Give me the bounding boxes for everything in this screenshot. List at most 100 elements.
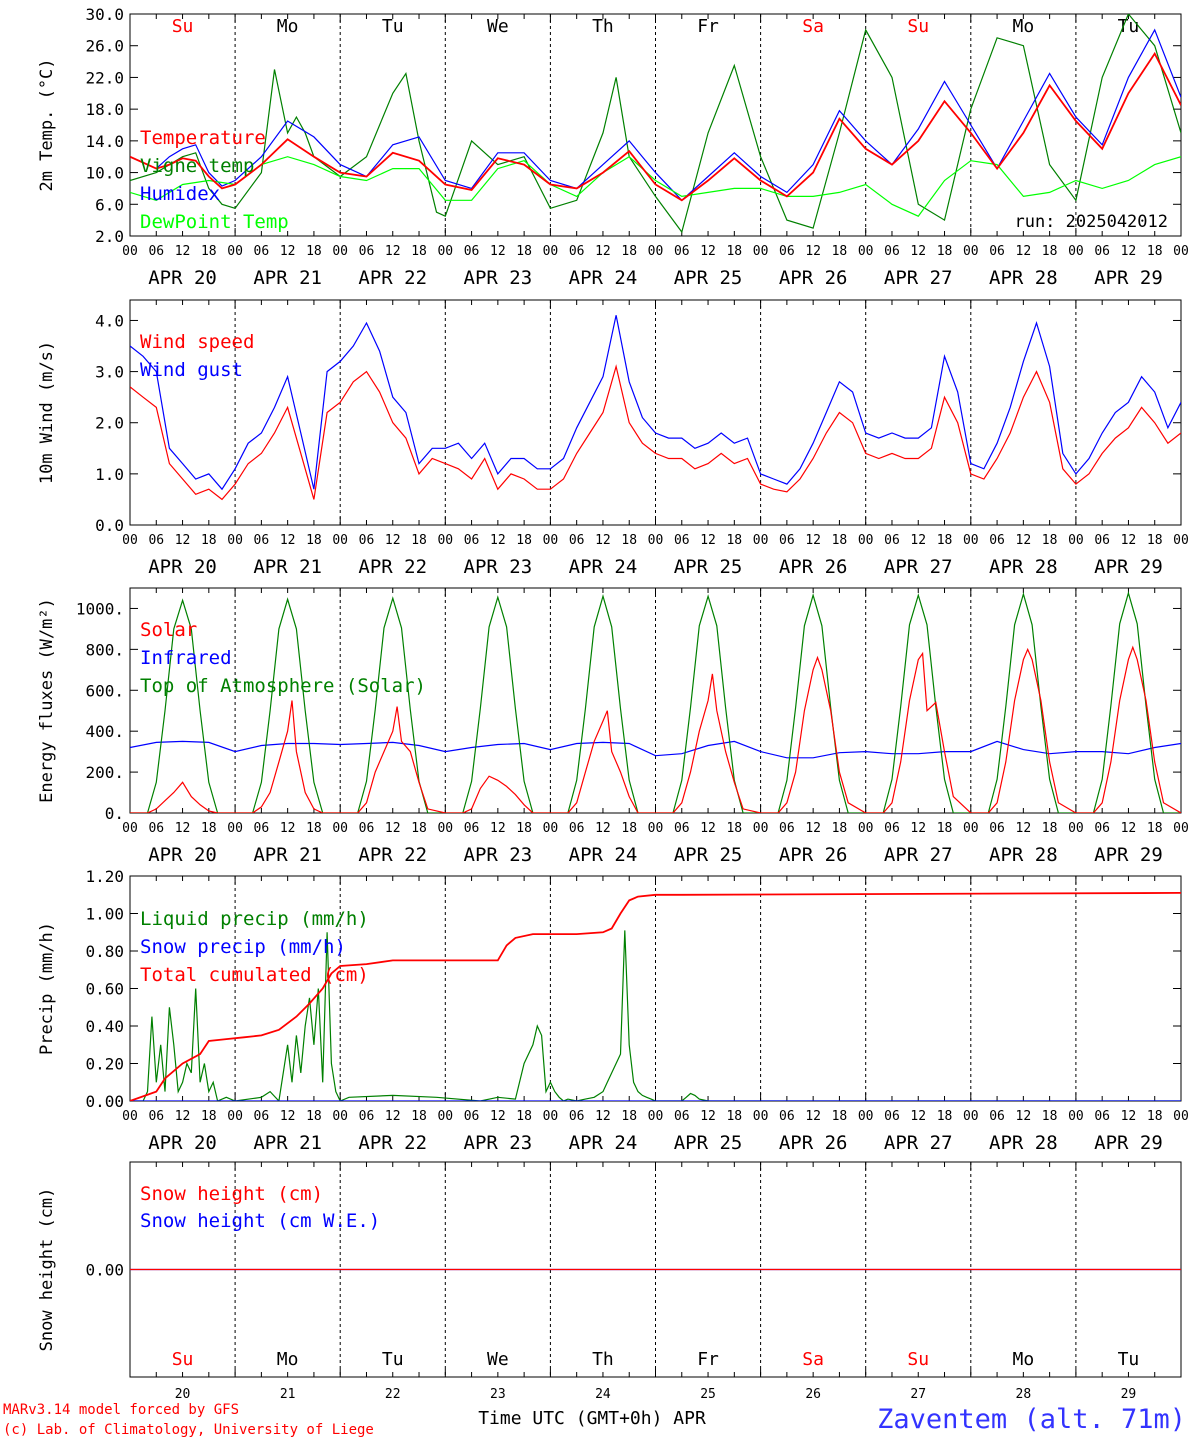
day-name-label: Fr [697,1349,719,1370]
hour-label: 00 [648,1109,664,1124]
day-name-label: Sa [802,16,824,37]
hour-label: 06 [1094,821,1110,836]
hour-label: 12 [490,821,506,836]
hour-label: 12 [385,821,401,836]
hour-label: 00 [332,1109,348,1124]
day-of-month-label: 23 [490,1387,506,1402]
hour-label: 12 [175,821,191,836]
station-label: Zaventem (alt. 71m) [877,1404,1186,1435]
hour-label: 00 [1173,244,1189,259]
date-label: APR 23 [464,1132,533,1154]
hour-label: 06 [464,1109,480,1124]
date-label: APR 28 [989,844,1058,866]
legend-dewpoint: DewPoint Temp [140,211,289,233]
y-tick-label: 2.0 [95,414,124,433]
hour-label: 00 [1068,533,1084,548]
hour-label: 12 [1016,821,1032,836]
y-tick-label: 400. [85,722,124,741]
y-tick-label: 0.00 [85,1092,124,1111]
date-label: APR 25 [674,267,743,289]
y-axis-title: 10m Wind (m/s) [37,341,57,484]
hour-label: 00 [332,533,348,548]
hour-label: 12 [280,533,296,548]
hour-label: 00 [543,244,559,259]
hour-label: 18 [411,533,427,548]
day-name-label: Mo [277,16,299,37]
date-label: APR 29 [1094,1132,1163,1154]
plot-frame [129,299,1182,526]
hour-label: 18 [201,533,217,548]
hour-label: 12 [385,1109,401,1124]
hour-label: 18 [832,533,848,548]
hour-label: 00 [963,244,979,259]
hour-label: 00 [332,244,348,259]
hour-label: 00 [543,821,559,836]
hour-label: 06 [884,244,900,259]
y-tick-label: 0. [105,804,124,823]
hour-label: 18 [832,821,848,836]
hour-label: 18 [937,533,953,548]
y-tick-label: 22.0 [85,68,124,87]
hour-label: 12 [1121,1109,1137,1124]
hour-label: 00 [227,821,243,836]
hour-label: 00 [753,1109,769,1124]
y-tick-label: 4.0 [95,311,124,330]
hour-label: 06 [1094,244,1110,259]
hour-label: 12 [700,1109,716,1124]
hour-label: 00 [437,1109,453,1124]
hour-label: 06 [989,821,1005,836]
hour-label: 18 [516,533,532,548]
hour-label: 12 [595,533,611,548]
hour-label: 18 [1147,821,1163,836]
y-tick-label: 0.20 [85,1055,124,1074]
day-name-label: We [487,1349,509,1370]
hour-label: 18 [726,821,742,836]
hour-label: 18 [1147,533,1163,548]
hour-label: 18 [1042,244,1058,259]
series-line-dewpoint [130,155,1181,217]
hour-label: 00 [753,821,769,836]
series-line-wind [130,364,1181,501]
legend-vigne: Vigne temp [140,155,254,177]
hour-label: 06 [569,821,585,836]
date-label: APR 26 [779,267,848,289]
hour-label: 12 [805,244,821,259]
day-name-label: Tu [382,16,404,37]
date-label: APR 26 [779,844,848,866]
y-tick-label: 6.0 [95,195,124,214]
hour-label: 06 [254,244,270,259]
hour-label: 00 [122,244,138,259]
hour-label: 06 [884,533,900,548]
hour-label: 18 [1042,1109,1058,1124]
day-of-month-label: 22 [385,1387,401,1402]
date-label: APR 29 [1094,556,1163,578]
hour-label: 00 [437,533,453,548]
date-label: APR 20 [148,1132,217,1154]
hour-label: 00 [858,821,874,836]
hour-label: 12 [910,533,926,548]
hour-label: 06 [254,533,270,548]
date-label: APR 26 [779,1132,848,1154]
day-name-label: Mo [1013,16,1035,37]
hour-label: 06 [674,533,690,548]
day-of-month-label: 21 [280,1387,296,1402]
hour-label: 12 [805,1109,821,1124]
day-name-label: Th [592,1349,614,1370]
hour-label: 12 [1121,821,1137,836]
legend-snow_precip: Snow precip (mm/h) [140,936,346,958]
hour-label: 00 [753,244,769,259]
date-label: APR 23 [464,556,533,578]
legend-liquid: Liquid precip (mm/h) [140,908,369,930]
hour-label: 18 [1042,533,1058,548]
hour-label: 18 [1147,1109,1163,1124]
day-of-month-label: 24 [595,1387,611,1402]
hour-label: 00 [648,821,664,836]
series-line-humidex [130,28,1181,202]
hour-label: 00 [963,533,979,548]
hour-label: 00 [227,1109,243,1124]
date-label: APR 29 [1094,267,1163,289]
hour-label: 12 [700,244,716,259]
day-of-month-label: 26 [805,1387,821,1402]
date-label: APR 22 [358,1132,427,1154]
day-name-label: Sa [802,1349,824,1370]
